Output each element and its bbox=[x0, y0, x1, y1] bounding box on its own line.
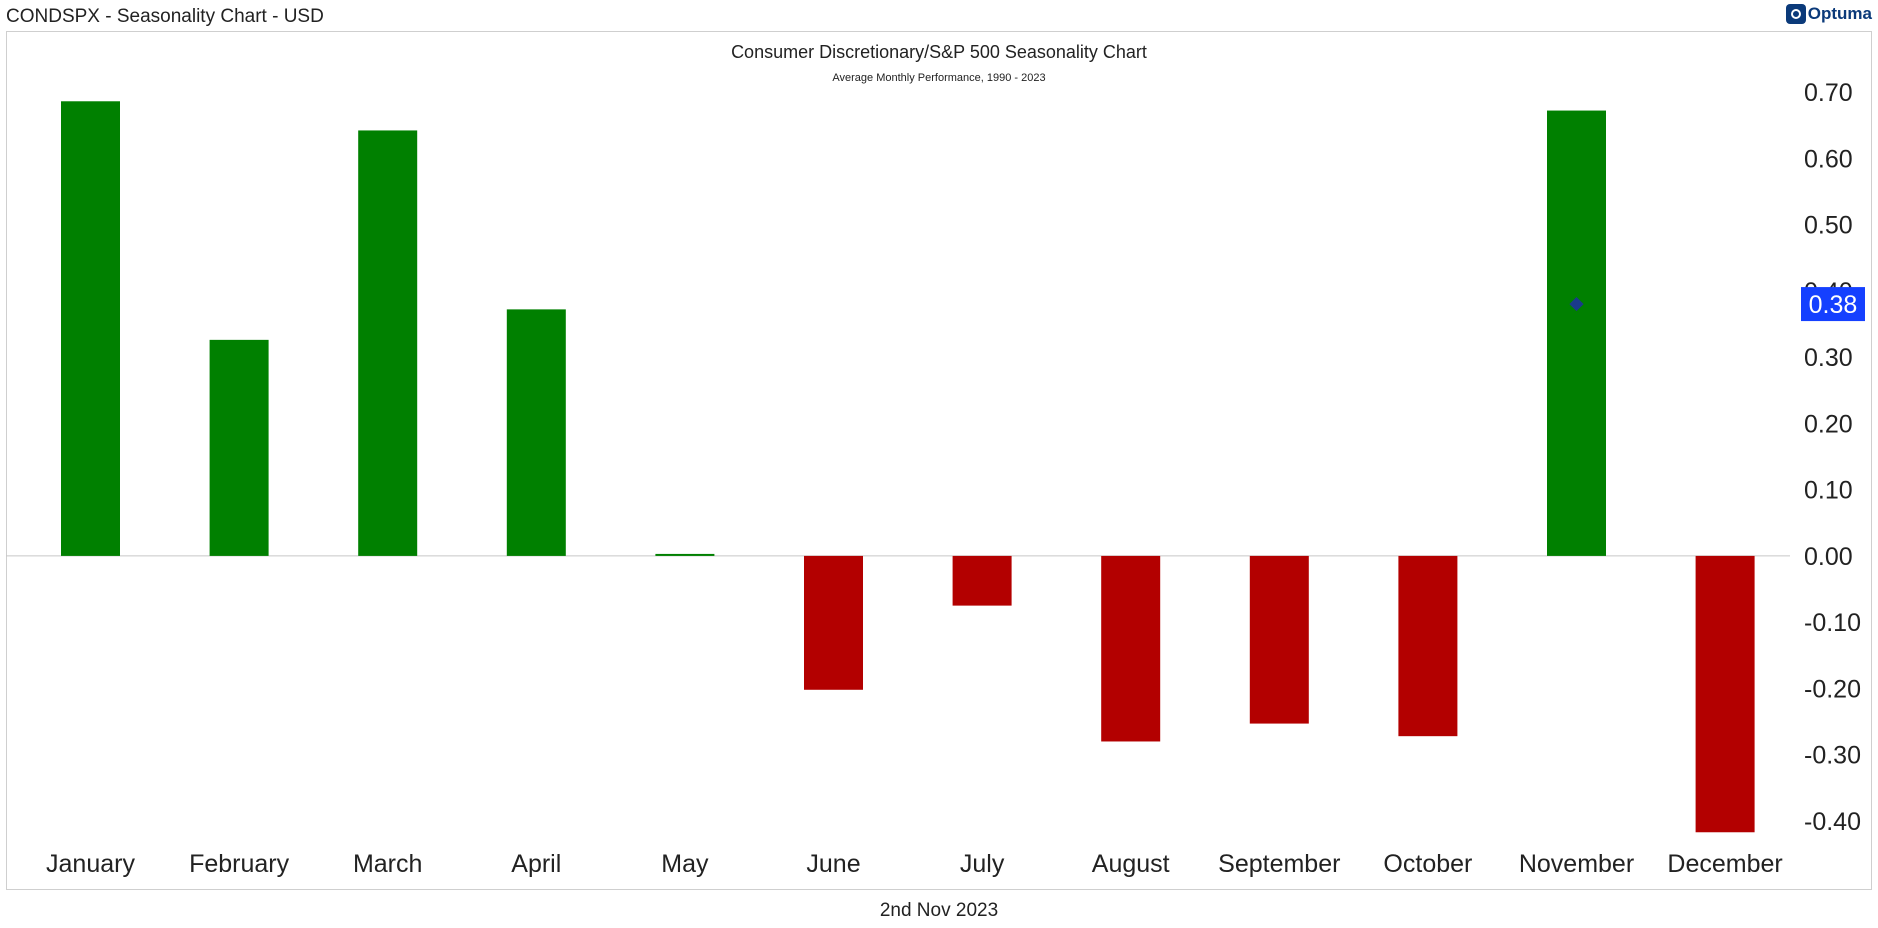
bar-december bbox=[1695, 555, 1755, 833]
y-tick-label: -0.40 bbox=[1804, 808, 1861, 836]
y-tick-label: -0.20 bbox=[1804, 675, 1861, 703]
bar-may bbox=[655, 553, 715, 556]
x-tick-label-december: December bbox=[1667, 850, 1782, 878]
x-tick-label-january: January bbox=[46, 850, 135, 878]
footer-date: 2nd Nov 2023 bbox=[879, 900, 999, 921]
current-value-marker bbox=[1569, 297, 1584, 312]
y-tick-label: 0.60 bbox=[1804, 145, 1853, 173]
y-tick-label: -0.30 bbox=[1804, 742, 1861, 770]
y-tick-label: 0.00 bbox=[1804, 543, 1853, 571]
optuma-logo-text: Optuma bbox=[1807, 4, 1872, 23]
bar-april bbox=[506, 309, 566, 556]
x-tick-label-april: April bbox=[511, 850, 561, 878]
x-tick-label-august: August bbox=[1092, 850, 1170, 878]
chart-frame bbox=[6, 31, 1872, 890]
current-value-badge bbox=[1801, 287, 1865, 322]
bar-august bbox=[1101, 555, 1161, 742]
chart-window-title: CONDSPX - Seasonality Chart - USD bbox=[6, 6, 324, 27]
optuma-logo: Optuma bbox=[1785, 4, 1872, 24]
chart-subtitle: Average Monthly Performance, 1990 - 2023 bbox=[832, 72, 1046, 84]
x-tick-label-july: July bbox=[960, 850, 1005, 878]
x-tick-label-february: February bbox=[189, 850, 290, 878]
optuma-logo-icon bbox=[1785, 4, 1806, 24]
current-value-label: 0.38 bbox=[1809, 291, 1858, 319]
bar-january bbox=[61, 101, 120, 556]
y-tick-label: 0.70 bbox=[1804, 79, 1853, 107]
bar-june bbox=[804, 555, 863, 690]
bar-february bbox=[209, 339, 269, 556]
y-tick-label: -0.10 bbox=[1804, 609, 1861, 637]
x-tick-label-september: September bbox=[1218, 850, 1340, 878]
bar-july bbox=[952, 555, 1012, 606]
x-tick-label-june: June bbox=[806, 850, 860, 878]
x-tick-label-november: November bbox=[1519, 850, 1634, 878]
y-tick-label: 0.50 bbox=[1804, 212, 1853, 240]
x-tick-label-may: May bbox=[661, 850, 709, 878]
chart-title: Consumer Discretionary/S&P 500 Seasonali… bbox=[731, 42, 1147, 62]
bar-september bbox=[1249, 555, 1309, 724]
y-tick-label: 0.10 bbox=[1804, 477, 1853, 505]
bar-october bbox=[1398, 555, 1458, 737]
y-tick-label: 0.20 bbox=[1804, 410, 1853, 438]
x-tick-label-october: October bbox=[1383, 850, 1472, 878]
y-tick-label: 0.30 bbox=[1804, 344, 1853, 372]
x-tick-label-march: March bbox=[353, 850, 422, 878]
bar-november bbox=[1547, 110, 1606, 556]
bar-march bbox=[358, 130, 418, 556]
